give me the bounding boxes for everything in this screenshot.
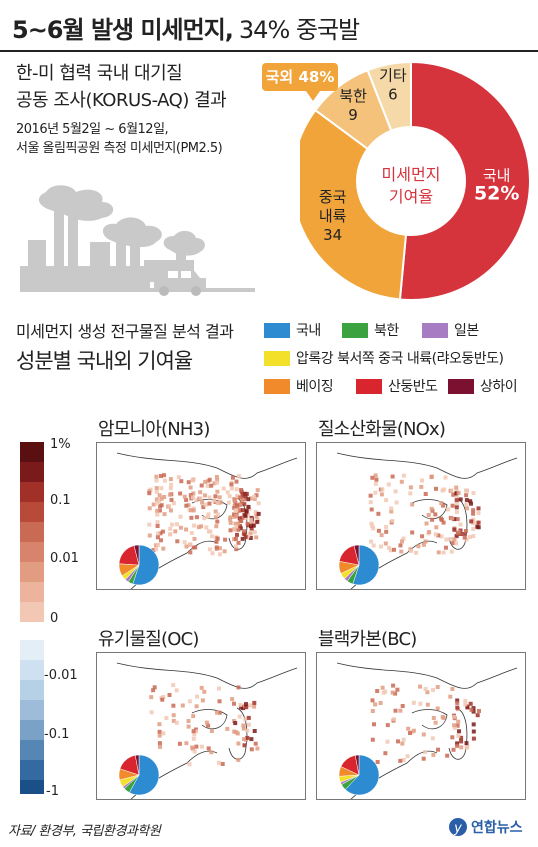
colorbar-positive [20, 442, 44, 622]
map-heat-cells [147, 473, 261, 557]
pie-value-label: 6 [388, 86, 398, 104]
pie-center-label-2: 기여율 [389, 187, 433, 206]
title-main: 5~6월 발생 미세먼지, [12, 16, 234, 44]
pie-value-label: 34 [323, 226, 342, 244]
legend-item: 압록강 북서쪽 중국 내륙(랴오둥반도) [264, 348, 504, 368]
map-coastline [336, 662, 518, 799]
legend-label: 북한 [374, 323, 399, 339]
map-plot [116, 662, 298, 799]
divider [0, 50, 538, 52]
map-plot [116, 452, 298, 589]
colorbar-label: 1% [50, 437, 71, 452]
factory-illustration [20, 185, 255, 296]
map-panel [316, 652, 526, 800]
legend-item: 북한 [342, 320, 399, 340]
legend-label: 국내 [296, 323, 321, 339]
map-coastline [116, 662, 298, 799]
colorbar-label: 0 [50, 611, 59, 626]
pie-value-label: 52% [474, 183, 519, 205]
study-line2: 공동 조사(KORUS-AQ) 결과 [16, 90, 227, 111]
legend-swatch [264, 350, 290, 366]
map-panel [316, 442, 526, 590]
period-line2: 서울 올림픽공원 측정 미세먼지(PM2.5) [16, 141, 223, 156]
map-inset-pie [338, 754, 380, 796]
legend-swatch [264, 322, 290, 338]
legend-label: 압록강 북서쪽 중국 내륙(랴오둥반도) [296, 351, 504, 367]
pie-center-label-1: 미세먼지 [382, 165, 441, 184]
map-panel [96, 442, 306, 590]
colorbar-label: -0.1 [44, 727, 70, 742]
logo-text: 연합뉴스 [471, 820, 523, 836]
colorbar-label: -0.01 [44, 668, 78, 683]
map-heat-cells [370, 683, 481, 764]
map-title: 블랙카본(BC) [318, 629, 417, 650]
legend-swatch [422, 322, 448, 338]
study-title: 한-미 협력 국내 대기질 공동 조사(KORUS-AQ) 결과 [16, 60, 227, 114]
foreign-callout: 국외 48% [262, 63, 338, 101]
map-title: 유기물질(OC) [98, 629, 199, 650]
map-panel [96, 652, 306, 800]
legend-swatch [356, 378, 382, 394]
legend-swatch [342, 322, 368, 338]
legend-item: 상하이 [448, 376, 518, 396]
legend-label: 상하이 [480, 379, 518, 395]
legend-item: 국내 [264, 320, 321, 340]
pie-value-label: 9 [348, 106, 358, 124]
pie-category-label: 기타 [379, 67, 407, 85]
map-heat-cells [368, 473, 481, 555]
legend-item: 베이징 [264, 376, 334, 396]
colorbar-label: -1 [46, 784, 59, 799]
pie-center [356, 126, 466, 236]
legend-label: 일본 [454, 323, 479, 339]
section2-line1: 미세먼지 생성 전구물질 분석 결과 [16, 322, 234, 341]
source-credit: 자료/ 환경부, 국립환경과학원 [8, 824, 161, 839]
legend-label: 산둥반도 [388, 379, 438, 395]
legend-label: 베이징 [296, 379, 334, 395]
colorbars [20, 442, 44, 794]
study-period: 2016년 5월2일 ~ 6월12일, 서울 올림픽공원 측정 미세먼지(PM2… [16, 120, 223, 158]
colorbar-label: 0.01 [50, 551, 79, 566]
map-inset-pie [118, 544, 160, 586]
section2-line2: 성분별 국내외 기여율 [16, 349, 193, 373]
legend-item: 산둥반도 [356, 376, 438, 396]
pie-slice [300, 108, 413, 301]
map-title: 질소산화물(NOx) [318, 419, 446, 440]
map-coastline [116, 452, 298, 589]
pie-category-label: 북한 [339, 87, 367, 105]
title: 5~6월 발생 미세먼지, 34% 중국발 [12, 10, 360, 50]
legend-item: 일본 [422, 320, 479, 340]
pie-category-label: 국내 [483, 167, 511, 185]
map-title: 암모니아(NH3) [98, 419, 210, 440]
yonhap-logo-icon: y [449, 818, 467, 836]
map-inset-pie [118, 754, 160, 796]
colorbar-label: 0.1 [50, 493, 71, 508]
legend-swatch [264, 378, 290, 394]
map-inset-pie [338, 544, 380, 586]
yonhap-logo: y 연합뉴스 [448, 817, 523, 837]
study-line1: 한-미 협력 국내 대기질 [16, 63, 183, 84]
title-sub: 34% 중국발 [238, 16, 360, 44]
svg-text:y: y [453, 821, 462, 836]
map-coastline [336, 452, 518, 589]
map-heat-cells [149, 683, 260, 767]
map-plot [336, 662, 518, 799]
legend-swatch [448, 378, 474, 394]
colorbar-negative [20, 640, 44, 794]
map-plot [336, 452, 518, 589]
period-line1: 2016년 5월2일 ~ 6월12일, [16, 122, 169, 137]
pie-category-label: 중국 [319, 188, 347, 206]
pie-category-label: 내륙 [319, 207, 347, 225]
